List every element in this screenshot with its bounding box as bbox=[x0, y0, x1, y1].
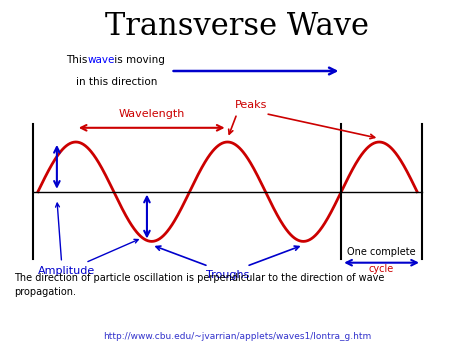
Text: This: This bbox=[66, 55, 91, 65]
Text: Troughs: Troughs bbox=[206, 270, 249, 280]
Text: is moving: is moving bbox=[111, 55, 165, 65]
Text: cycle: cycle bbox=[369, 264, 394, 274]
Text: wave: wave bbox=[88, 55, 115, 65]
Text: One complete: One complete bbox=[347, 247, 416, 257]
Text: in this direction: in this direction bbox=[76, 77, 157, 87]
Text: Transverse Wave: Transverse Wave bbox=[105, 11, 369, 42]
Text: Amplitude: Amplitude bbox=[38, 266, 95, 276]
Text: http://www.cbu.edu/~jvarrian/applets/waves1/lontra_g.htm: http://www.cbu.edu/~jvarrian/applets/wav… bbox=[103, 332, 371, 341]
Text: Wavelength: Wavelength bbox=[118, 109, 185, 119]
Text: Peaks: Peaks bbox=[235, 100, 267, 110]
Text: The direction of particle oscillation is perpendicular to the direction of wave
: The direction of particle oscillation is… bbox=[14, 273, 384, 296]
